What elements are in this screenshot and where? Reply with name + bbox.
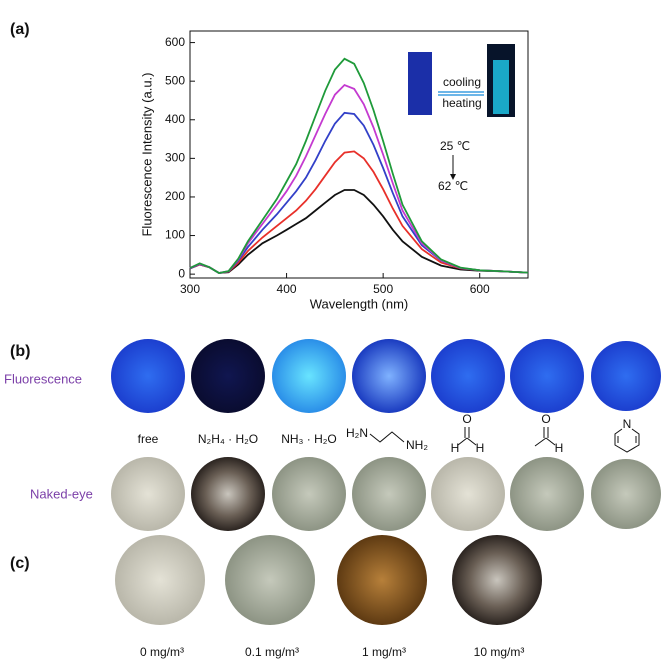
chart: 0 100 200 300 400 500 600 300 400 500 600 Wavelengt… — [139, 31, 528, 311]
photo — [510, 457, 584, 531]
x-tick-label: 400 — [277, 282, 297, 296]
panel-label: (a) — [10, 21, 30, 38]
photo — [272, 339, 346, 413]
row-label: Fluorescence — [4, 371, 82, 386]
photo — [510, 339, 584, 413]
y-tick-label: 200 — [165, 189, 185, 203]
photo — [352, 339, 426, 413]
concentration-label: 0 mg/m³ — [140, 645, 184, 659]
y-tick-label: 500 — [165, 73, 185, 87]
photo — [452, 535, 542, 625]
photo — [191, 339, 265, 413]
photo — [191, 457, 265, 531]
photo — [337, 535, 427, 625]
series-line — [190, 59, 528, 273]
panel-label: (c) — [10, 555, 30, 572]
x-tick-label: 500 — [373, 282, 393, 296]
fluorescence-photos — [111, 339, 661, 413]
y-tick-label: 0 — [178, 266, 185, 280]
x-tick-label: 600 — [470, 282, 490, 296]
photo — [352, 457, 426, 531]
structure-text: NH₂ — [406, 438, 428, 452]
x-axis-label: Wavelength (nm) — [310, 296, 409, 311]
photo — [431, 339, 505, 413]
structure-text: N — [623, 417, 632, 431]
bond — [458, 427, 476, 445]
photo — [272, 457, 346, 531]
naked-eye-photos — [111, 457, 661, 531]
structure-text: H — [476, 441, 485, 455]
structures: H₂N NH₂ O H H O H N — [346, 412, 639, 455]
series-line — [190, 85, 528, 273]
figure: (a) (b) (c) 0 100 200 300 400 500 600 300 400 500… — [0, 0, 662, 665]
bond — [615, 429, 639, 452]
y-tick-label: 300 — [165, 151, 185, 165]
panel-label: (b) — [10, 343, 30, 360]
bond — [370, 432, 404, 442]
y-tick-label: 400 — [165, 112, 185, 126]
annotation: heating — [442, 96, 481, 110]
structure-text: O — [462, 412, 471, 426]
photo — [591, 459, 661, 529]
sample-label: free — [138, 432, 159, 446]
inset-photo — [493, 60, 509, 114]
y-tick-label: 100 — [165, 228, 185, 242]
structure-text: O — [541, 412, 550, 426]
photo — [591, 341, 661, 411]
annotation: cooling — [443, 75, 481, 89]
photo — [115, 535, 205, 625]
inset-photo — [408, 52, 432, 115]
y-tick-label: 600 — [165, 35, 185, 49]
photo — [225, 535, 315, 625]
y-axis-label: Fluorescence Intensity (a.u.) — [139, 72, 154, 236]
photo — [431, 457, 505, 531]
concentration-photos — [115, 535, 542, 625]
row-label: Naked-eye — [30, 486, 93, 501]
concentration-label: 10 mg/m³ — [474, 645, 525, 659]
concentration-label: 1 mg/m³ — [362, 645, 406, 659]
sample-label: NH₃ · H₂O — [281, 432, 337, 446]
structure-text: H₂N — [346, 426, 368, 440]
bond — [535, 427, 555, 446]
annotation: 25 ℃ — [440, 139, 470, 153]
x-tick-label: 300 — [180, 282, 200, 296]
photo — [111, 457, 185, 531]
structure-text: H — [555, 441, 564, 455]
photo — [111, 339, 185, 413]
annotation: 62 ℃ — [438, 179, 468, 193]
concentration-label: 0.1 mg/m³ — [245, 645, 299, 659]
structure-text: H — [451, 441, 460, 455]
sample-label: N₂H₄ · H₂O — [198, 432, 258, 446]
